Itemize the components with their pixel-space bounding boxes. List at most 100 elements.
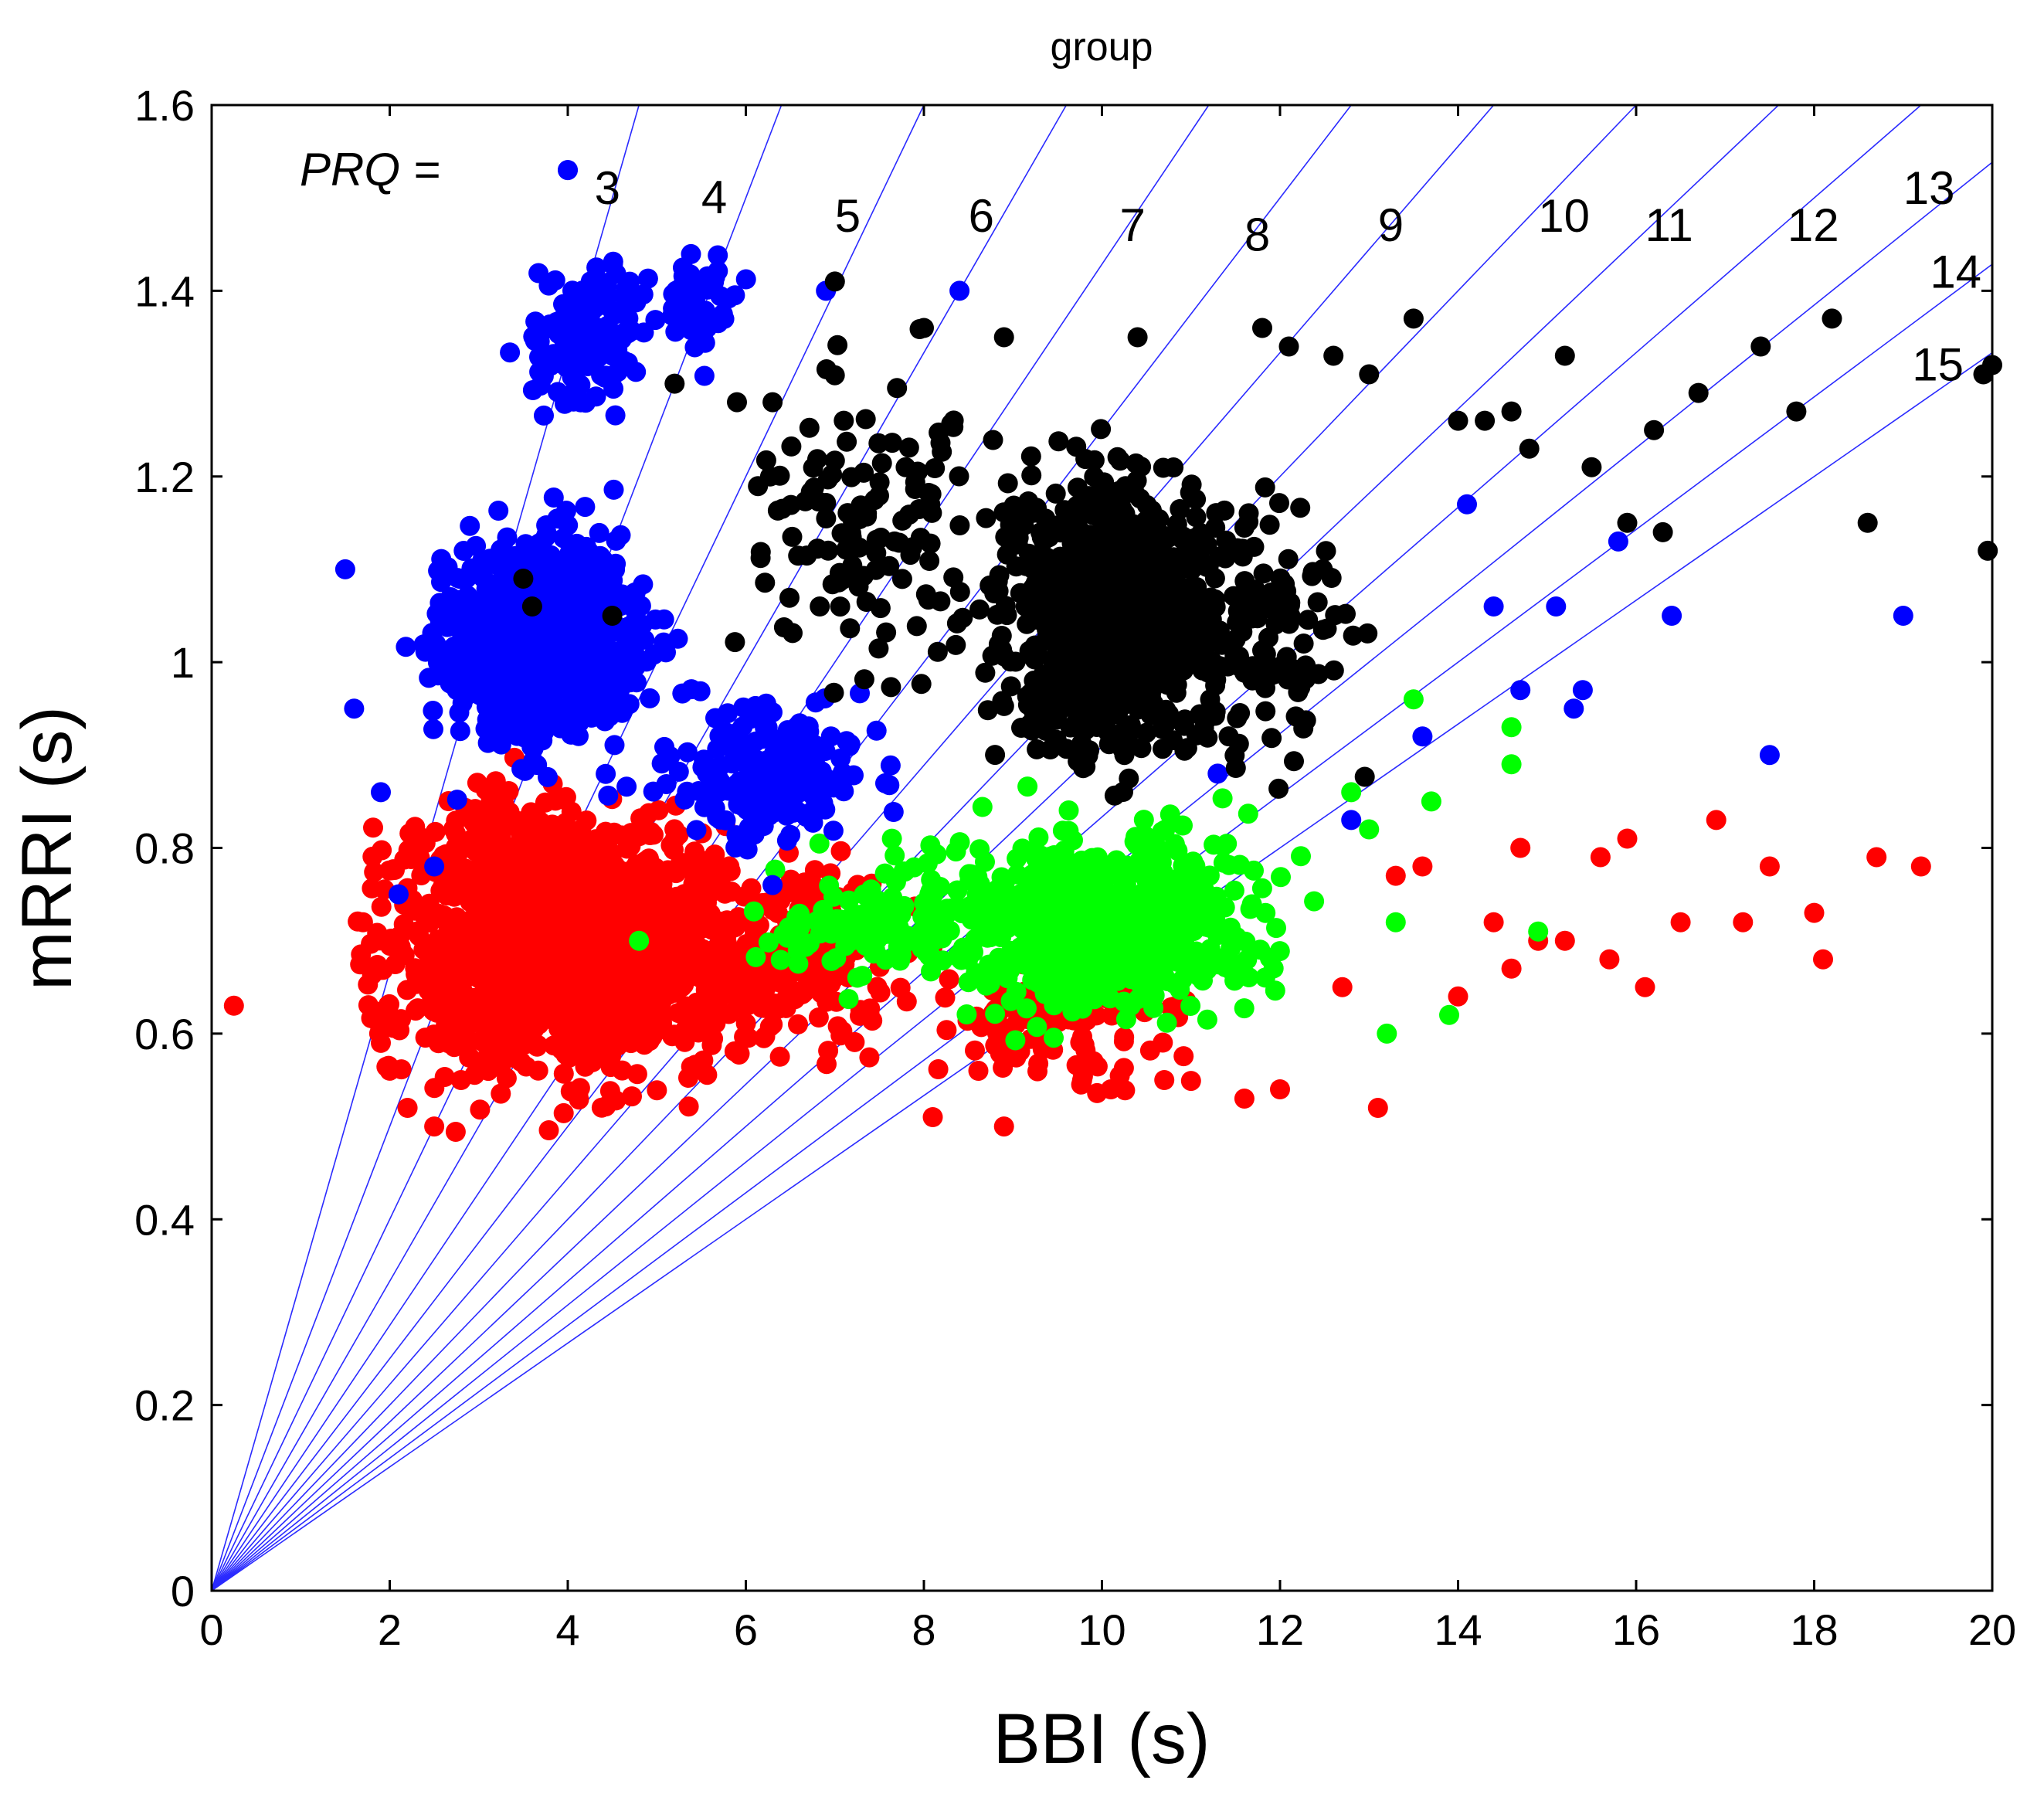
data-point-series-1 <box>1238 803 1258 824</box>
data-point-series-0 <box>528 1060 548 1081</box>
data-point-series-1 <box>956 1004 977 1024</box>
data-point-series-1 <box>629 930 650 951</box>
data-point-series-0 <box>569 976 590 997</box>
data-point-series-2 <box>708 245 728 266</box>
data-point-series-0 <box>414 901 435 922</box>
data-point-series-2 <box>457 568 477 589</box>
data-point-series-1 <box>770 949 791 970</box>
data-point-series-0 <box>640 821 661 842</box>
data-point-series-2 <box>762 702 783 722</box>
data-point-series-1 <box>881 828 902 849</box>
data-point-series-0 <box>935 987 956 1008</box>
data-point-series-2 <box>525 331 545 352</box>
data-point-series-1 <box>1166 942 1186 963</box>
data-point-series-0 <box>560 933 581 954</box>
data-point-series-3 <box>1357 623 1378 644</box>
data-point-series-0 <box>1670 912 1691 932</box>
data-point-series-1 <box>1025 848 1046 868</box>
data-point-series-0 <box>606 993 626 1014</box>
data-point-series-2 <box>446 790 467 810</box>
data-point-series-0 <box>1270 1079 1290 1099</box>
data-point-series-2 <box>440 587 461 607</box>
data-point-series-0 <box>562 1026 582 1047</box>
data-point-series-2 <box>712 304 733 324</box>
data-point-series-0 <box>1139 1040 1160 1061</box>
data-point-series-0 <box>780 869 801 890</box>
data-point-series-0 <box>557 854 578 875</box>
data-point-series-2 <box>457 646 478 667</box>
data-point-series-0 <box>371 896 392 917</box>
data-point-series-1 <box>743 901 764 922</box>
data-point-series-1 <box>1079 849 1100 870</box>
data-point-series-2 <box>789 713 810 734</box>
data-point-series-0 <box>635 989 656 1010</box>
data-point-series-2 <box>725 285 745 306</box>
data-point-series-1 <box>949 832 970 853</box>
data-point-series-2 <box>569 725 589 746</box>
data-point-series-0 <box>501 923 522 944</box>
data-point-series-0 <box>602 902 623 923</box>
data-point-series-0 <box>519 902 540 922</box>
data-point-series-1 <box>1439 1004 1459 1025</box>
data-point-series-2 <box>603 479 624 500</box>
data-point-series-3 <box>976 508 997 528</box>
data-point-series-0 <box>513 878 534 899</box>
data-point-series-1 <box>1160 804 1180 825</box>
data-point-series-2 <box>803 785 823 806</box>
data-point-series-1 <box>786 906 807 927</box>
data-point-series-1 <box>1143 910 1163 931</box>
data-point-series-0 <box>582 920 602 941</box>
data-point-series-2 <box>534 405 554 426</box>
data-point-series-3 <box>1053 671 1074 691</box>
data-point-series-1 <box>942 898 963 919</box>
data-point-series-0 <box>535 856 555 877</box>
data-point-series-0 <box>512 858 533 878</box>
data-point-series-0 <box>372 840 392 861</box>
data-point-series-0 <box>703 1028 724 1049</box>
data-point-series-2 <box>528 653 549 674</box>
data-point-series-0 <box>639 1031 660 1051</box>
data-point-series-0 <box>553 1063 574 1084</box>
data-point-series-2 <box>1457 494 1477 515</box>
data-point-series-0 <box>729 1043 750 1064</box>
data-point-series-1 <box>847 967 868 988</box>
data-point-series-0 <box>830 841 851 861</box>
data-point-series-2 <box>726 825 747 846</box>
data-point-series-3 <box>1086 630 1107 651</box>
data-point-series-3 <box>1021 465 1042 486</box>
data-point-series-0 <box>405 958 426 979</box>
data-point-series-0 <box>592 942 613 963</box>
data-point-series-1 <box>856 902 877 922</box>
data-point-series-3 <box>1153 739 1173 759</box>
data-point-series-3 <box>1071 591 1092 612</box>
data-point-series-0 <box>896 991 917 1012</box>
data-point-series-0 <box>844 1031 865 1052</box>
data-point-series-0 <box>490 797 511 817</box>
data-point-series-2 <box>686 820 707 841</box>
data-point-series-0 <box>553 875 574 895</box>
data-point-series-1 <box>830 909 851 930</box>
data-point-series-2 <box>1341 810 1362 831</box>
data-point-series-0 <box>1759 856 1780 877</box>
data-point-series-3 <box>1098 687 1119 708</box>
data-point-series-3 <box>1307 592 1328 613</box>
data-point-series-1 <box>875 949 896 970</box>
data-point-series-0 <box>675 996 696 1017</box>
data-point-series-0 <box>544 815 565 836</box>
data-point-series-2 <box>1662 606 1682 626</box>
data-point-series-0 <box>553 1102 574 1123</box>
data-point-series-2 <box>604 735 625 756</box>
data-point-series-2 <box>640 688 660 708</box>
data-point-series-1 <box>1005 1030 1026 1051</box>
data-point-series-0 <box>993 1116 1014 1137</box>
data-point-series-3 <box>949 515 970 535</box>
data-point-series-3 <box>1020 554 1041 574</box>
data-point-series-2 <box>663 284 684 304</box>
data-point-series-0 <box>965 1040 985 1061</box>
data-point-series-0 <box>544 965 565 986</box>
data-point-series-0 <box>653 926 674 946</box>
data-point-series-0 <box>379 860 399 881</box>
data-point-series-3 <box>1176 738 1197 759</box>
data-point-series-0 <box>460 1047 480 1068</box>
data-point-series-0 <box>1448 986 1468 1007</box>
